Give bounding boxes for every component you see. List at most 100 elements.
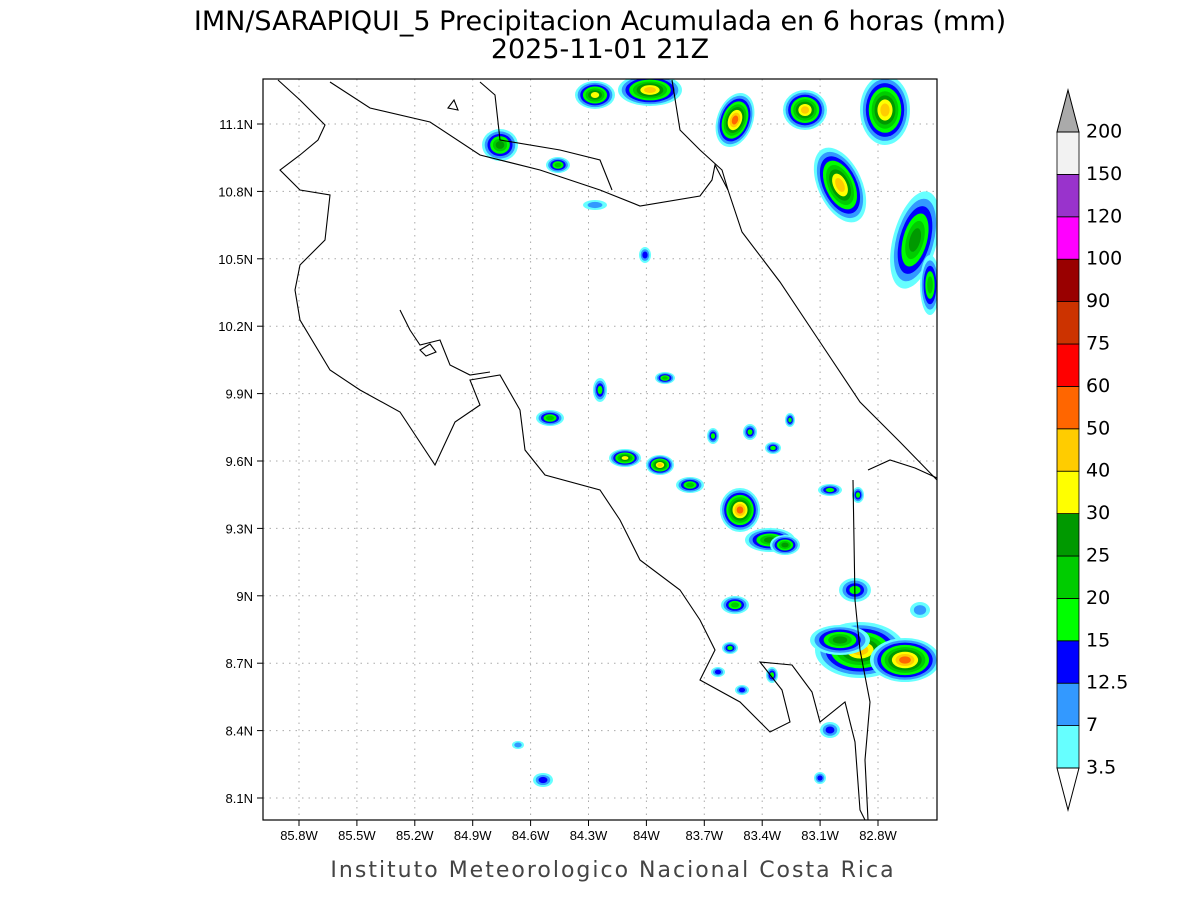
colorbar-label: 20 xyxy=(1086,587,1110,609)
title: IMN/SARAPIQUI_5 Precipitacion Acumulada … xyxy=(194,6,1006,37)
nicaragua-border-2 xyxy=(479,81,613,191)
precip-area xyxy=(686,482,694,488)
colorbar-band xyxy=(1056,513,1080,557)
y-tick-label: 9.9N xyxy=(226,387,253,402)
precip-area xyxy=(662,376,668,380)
y-tick-label: 8.4N xyxy=(226,724,253,739)
x-tick-label: 85.2W xyxy=(396,828,434,843)
precip-area xyxy=(817,775,823,781)
precip-area xyxy=(800,106,810,114)
colorbar-band xyxy=(1056,258,1080,303)
colorbar-label: 200 xyxy=(1086,121,1122,143)
nicoya xyxy=(399,309,491,376)
precip-area xyxy=(621,456,629,460)
precip-area xyxy=(657,463,663,467)
island-2 xyxy=(447,98,459,111)
y-tick-label: 10.2N xyxy=(218,319,253,334)
y-tick-label: 9.6N xyxy=(226,454,253,469)
precip-area xyxy=(590,92,600,98)
caribbean-coast xyxy=(671,79,937,481)
x-tick-label: 85.5W xyxy=(338,828,376,843)
x-tick-label: 83.1W xyxy=(801,828,839,843)
pacific-coast xyxy=(277,79,866,820)
colorbar-label: 40 xyxy=(1086,460,1110,482)
colorbar-label: 3.5 xyxy=(1086,757,1116,779)
precip-area xyxy=(587,201,603,209)
colorbar-band xyxy=(1056,385,1080,430)
x-tick-label: 82.8W xyxy=(859,828,897,843)
footer: Instituto Meteorologico Nacional Costa R… xyxy=(330,858,895,883)
precip-area xyxy=(538,776,548,784)
colorbar-label: 150 xyxy=(1086,163,1122,185)
x-tick-label: 83.7W xyxy=(686,828,724,843)
precip-area xyxy=(642,251,648,259)
y-tick-label: 8.1N xyxy=(226,791,253,806)
precip-area xyxy=(825,487,835,493)
colorbar-band xyxy=(1056,555,1080,599)
colorbar-label: 90 xyxy=(1086,290,1110,312)
precip-area xyxy=(880,103,890,117)
precip-area xyxy=(927,276,933,294)
precip-area xyxy=(727,645,733,651)
precip-area xyxy=(832,636,848,644)
precip-area xyxy=(644,87,656,93)
colorbar-band xyxy=(1056,131,1080,175)
precip-area xyxy=(495,141,505,149)
x-tick-label: 84.6W xyxy=(512,828,550,843)
colorbar-label: 100 xyxy=(1086,248,1122,270)
colorbar: 3.5 7 12.5 15 20 25 30 40 50 60 75 90 100 120 150 200 xyxy=(1056,88,1128,812)
precip-area xyxy=(781,542,789,548)
colorbar-band xyxy=(1056,470,1080,515)
precip-area xyxy=(788,417,792,423)
map-frame xyxy=(262,78,938,821)
colorbar-over xyxy=(1056,88,1080,133)
colorbar-band xyxy=(1056,301,1080,345)
y-tick-label: 8.7N xyxy=(226,656,253,671)
precip-area xyxy=(913,605,927,615)
colorbar-band xyxy=(1056,725,1080,769)
bocas xyxy=(867,459,937,479)
precip-area xyxy=(710,433,716,439)
precip-area xyxy=(714,669,722,675)
colorbar-band xyxy=(1056,428,1080,472)
colorbar-label: 60 xyxy=(1086,375,1110,397)
precip-area xyxy=(554,162,562,168)
precip-area xyxy=(514,742,522,748)
precip-area xyxy=(738,687,746,693)
y-tick-label: 11.1N xyxy=(219,117,253,132)
colorbar-label: 50 xyxy=(1086,417,1110,439)
precip-area xyxy=(825,726,835,734)
precip-area xyxy=(736,506,744,514)
colorbar-under xyxy=(1056,767,1080,812)
precip-area xyxy=(855,492,861,498)
x-tick-label: 85.8W xyxy=(280,828,318,843)
colorbar-band xyxy=(1056,343,1080,387)
precip-area xyxy=(908,228,922,252)
y-tick-label: 9N xyxy=(236,589,253,604)
panama-border xyxy=(852,479,871,820)
colorbar-label: 30 xyxy=(1086,502,1110,524)
y-tick-label: 10.5N xyxy=(218,252,253,267)
precip-area xyxy=(899,656,911,664)
colorbar-label: 75 xyxy=(1086,333,1110,355)
grid: 85.8W 85.5W 85.2W 84.9W 84.6W 84.3W 84W 83.7W 83… xyxy=(218,79,937,843)
x-tick-label: 83.4W xyxy=(743,828,781,843)
colorbar-band xyxy=(1056,640,1080,684)
precip-area xyxy=(597,385,603,395)
x-tick-label: 84.9W xyxy=(454,828,492,843)
precip-area xyxy=(731,602,739,608)
colorbar-band xyxy=(1056,173,1080,218)
precip-area xyxy=(835,178,845,192)
colorbar-band xyxy=(1056,216,1080,260)
subtitle: 2025-11-01 21Z xyxy=(491,34,709,65)
precipitation xyxy=(482,79,937,787)
x-tick-label: 84.3W xyxy=(570,828,608,843)
colorbar-band xyxy=(1056,682,1080,727)
nicaragua-border xyxy=(329,81,729,207)
colorbar-label: 25 xyxy=(1086,545,1110,567)
precip-area xyxy=(770,445,776,451)
colorbar-label: 15 xyxy=(1086,629,1110,651)
island xyxy=(419,343,437,357)
y-tick-label: 9.3N xyxy=(226,521,253,536)
